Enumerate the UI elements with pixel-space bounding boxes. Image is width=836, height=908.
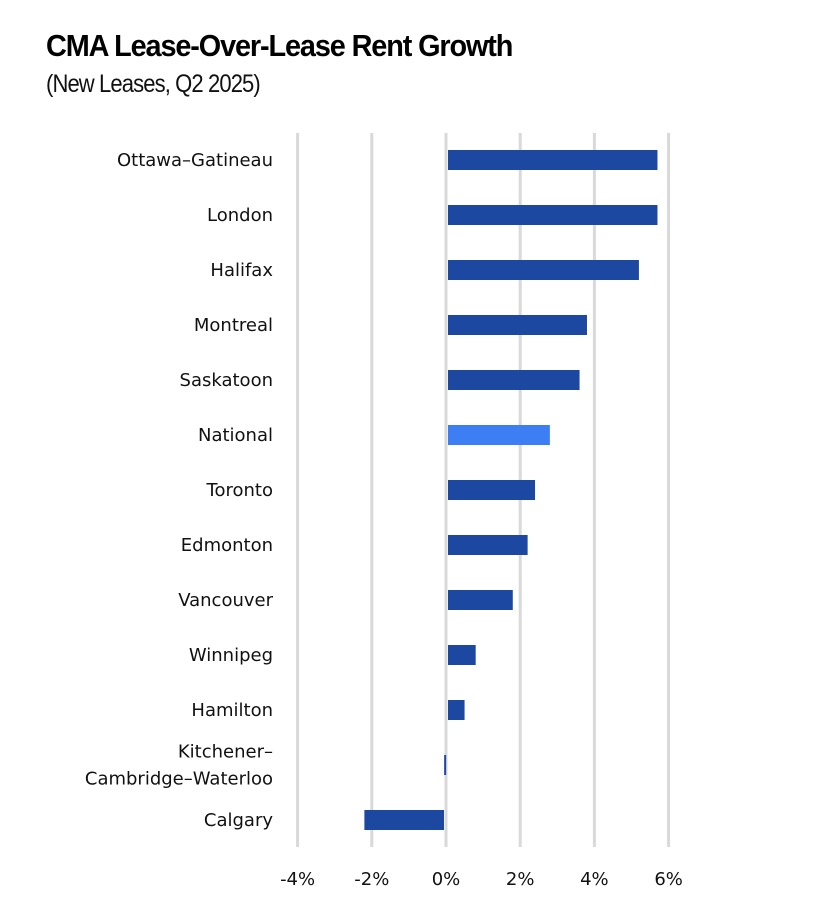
category-label: Montreal [194, 315, 273, 336]
category-label: London [207, 205, 273, 226]
bar-highlight [448, 425, 550, 445]
x-tick-label: 2% [506, 869, 535, 890]
chart-title: CMA Lease-Over-Lease Rent Growth [46, 28, 513, 63]
bars [364, 150, 658, 830]
bar [448, 370, 580, 390]
category-label: National [198, 425, 273, 446]
x-tick-labels: -4% -2% 0% 2% 4% 6% [280, 869, 683, 890]
bar [444, 755, 447, 775]
category-label: Hamilton [191, 700, 273, 721]
x-tick-label: -4% [280, 869, 315, 890]
category-label: Edmonton [181, 535, 273, 556]
bar [364, 810, 444, 830]
x-tick-label: 6% [654, 869, 683, 890]
category-label-line: Cambridge–Waterloo [85, 769, 273, 790]
category-label: Saskatoon [180, 370, 273, 391]
category-label: Toronto [206, 480, 273, 501]
category-label: Calgary [204, 810, 273, 831]
category-label: Winnipeg [189, 645, 273, 666]
category-label: Ottawa–Gatineau [117, 150, 273, 171]
category-label-line: Kitchener– [178, 742, 273, 763]
bar [448, 315, 587, 335]
bar [448, 260, 639, 280]
category-label: Kitchener– Cambridge–Waterloo [85, 742, 273, 790]
x-tick-label: 4% [580, 869, 609, 890]
bar [448, 535, 528, 555]
gridlines [296, 133, 671, 847]
x-tick-label: -2% [354, 869, 389, 890]
bar [448, 700, 465, 720]
category-label: Halifax [210, 260, 273, 281]
category-labels: Ottawa–Gatineau London Halifax Montreal Sask… [85, 150, 274, 831]
bar [448, 590, 513, 610]
bar [448, 205, 658, 225]
x-tick-label: 0% [432, 869, 461, 890]
bar [448, 150, 658, 170]
bar [448, 480, 536, 500]
chart-subtitle: (New Leases, Q2 2025) [46, 70, 261, 98]
category-label: Vancouver [178, 590, 273, 611]
bar [448, 645, 476, 665]
